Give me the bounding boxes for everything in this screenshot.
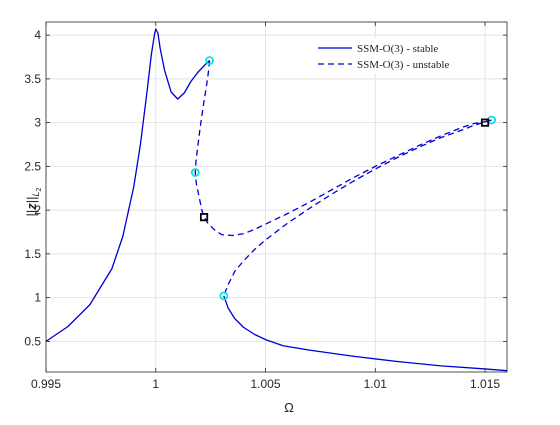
cyan-point-marker-2 — [219, 291, 229, 301]
x-tick-label-1: 1 — [152, 377, 159, 391]
series-layer — [45, 28, 508, 372]
x-tick-label-4: 1.015 — [470, 377, 500, 391]
series-stable-line-1 — [223, 295, 508, 372]
x-tick-label-0: 0.995 — [31, 377, 61, 391]
x-tick-label-2: 1.005 — [251, 377, 281, 391]
grid-layer — [45, 22, 507, 372]
y-tick-label-5: 3 — [34, 116, 41, 130]
legend: SSM-O(3) - stable SSM-O(3) - unstable — [312, 38, 480, 74]
special-points-layer — [190, 56, 497, 301]
y-tick-label-4: 2.5 — [24, 159, 41, 173]
y-tick-label-7: 4 — [34, 28, 41, 42]
y-tick-label-0: 0.5 — [24, 334, 41, 348]
y-tick-label-6: 3.5 — [24, 72, 41, 86]
black-point-marker-1 — [480, 118, 490, 127]
y-tick-label-1: 1 — [34, 291, 41, 305]
series-stable-line-0 — [45, 28, 210, 342]
cyan-point-marker-0 — [205, 56, 214, 65]
legend-box — [312, 38, 480, 74]
cyan-point-marker-1 — [190, 168, 200, 177]
legend-label-stable: SSM-O(3) - stable — [357, 43, 438, 55]
y-tick-label-2: 1.5 — [24, 247, 41, 261]
x-axis-label: Ω — [284, 400, 294, 415]
legend-label-unstable: SSM-O(3) - unstable — [357, 59, 449, 71]
axes-box — [45, 21, 508, 373]
axes-layer — [45, 21, 508, 373]
series-unstable-line-0 — [194, 60, 492, 237]
x-tick-label-3: 1.01 — [364, 377, 388, 391]
series-unstable-line-1 — [223, 119, 492, 297]
ticks-layer: 0.995 1 1.005 1.01 1.015 0.5 1 1.5 2 2.5 3 3.5 4 — [24, 22, 507, 391]
y-tick-label-3: 2 — [34, 203, 41, 217]
black-point-marker-0 — [199, 213, 209, 222]
